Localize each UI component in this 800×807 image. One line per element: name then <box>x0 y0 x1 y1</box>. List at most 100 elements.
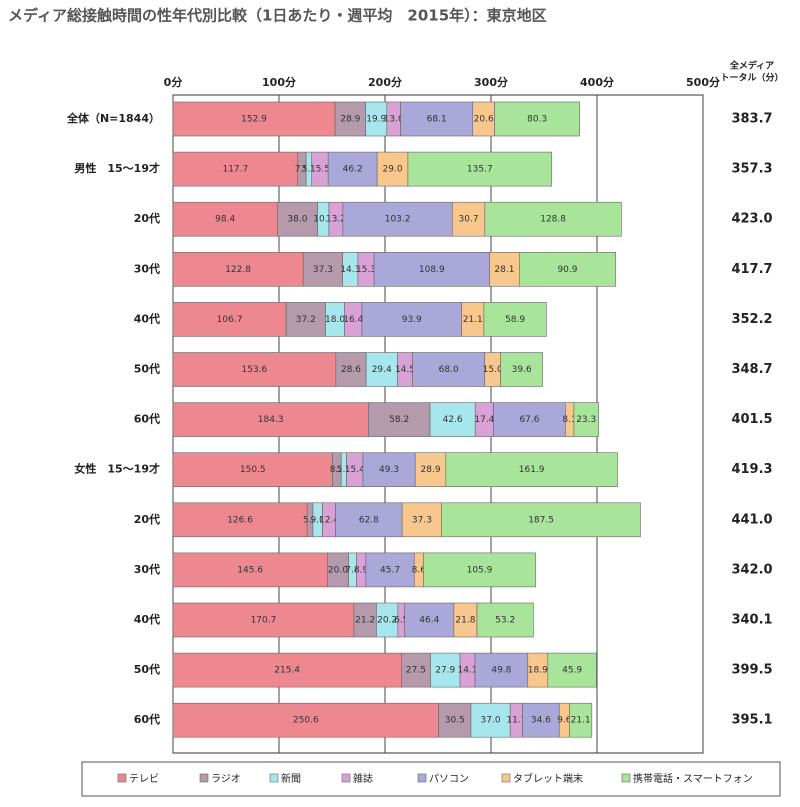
bar-segment <box>401 502 443 538</box>
bar-segment <box>429 402 476 437</box>
bar-segment <box>489 252 520 287</box>
value-label: 68.1 <box>427 115 447 125</box>
value-label: 5.1 <box>337 465 351 475</box>
value-label: 9.6 <box>557 716 572 726</box>
value-label: 117.7 <box>222 165 248 175</box>
legend-frame <box>81 761 781 797</box>
total-label: 417.7 <box>731 262 772 277</box>
y-tick-label: 60代 <box>134 712 160 726</box>
bar-segment <box>522 702 560 738</box>
y-tick-label: 男性 15～19才 <box>74 161 160 175</box>
bar-segment <box>500 352 543 387</box>
bar-segment <box>277 201 318 237</box>
value-label: 68.0 <box>439 365 459 375</box>
y-tick-label: 20代 <box>134 211 160 225</box>
bar-segment <box>412 352 486 387</box>
legend-swatch <box>341 773 351 783</box>
value-label: 15.4 <box>345 465 365 475</box>
value-label: 106.7 <box>217 315 243 325</box>
bar-segment <box>172 352 337 387</box>
total-label: 401.5 <box>731 412 772 427</box>
total-label: 395.1 <box>731 713 772 728</box>
bar-segment <box>519 252 616 287</box>
value-label: 9.0 <box>311 515 326 525</box>
value-label: 7.9 <box>295 165 310 175</box>
value-label: 5.4 <box>303 515 318 525</box>
value-label: 21.2 <box>355 616 375 626</box>
value-label: 128.8 <box>540 215 566 225</box>
value-label: 28.9 <box>421 465 441 475</box>
value-label: 8.2 <box>330 465 344 475</box>
bar-segment <box>172 552 328 588</box>
value-label: 58.9 <box>505 315 525 325</box>
total-label: 399.5 <box>731 663 772 678</box>
value-label: 20.0 <box>328 565 348 575</box>
bar-segment <box>474 652 529 688</box>
bar-segment <box>362 452 416 488</box>
y-tick-label: 50代 <box>134 662 160 676</box>
bar-segment <box>365 552 415 588</box>
value-label: 8.6 <box>412 565 427 575</box>
x-tick-label: 0分 <box>164 75 183 89</box>
legend-swatch <box>117 773 127 783</box>
value-label: 103.2 <box>385 215 411 225</box>
bar-segment <box>172 402 369 437</box>
value-label: 14.1 <box>457 666 477 676</box>
value-label: 21.8 <box>455 616 475 626</box>
value-label: 108.9 <box>419 265 445 275</box>
value-label: 42.6 <box>443 415 463 425</box>
legend-swatch <box>269 773 279 783</box>
bar-segment <box>172 151 299 187</box>
value-label: 45.9 <box>562 666 582 676</box>
value-label: 10.7 <box>313 215 333 225</box>
bar-segment <box>573 402 599 437</box>
y-tick-label: 全体（N=1844） <box>66 111 160 125</box>
value-label: 53.2 <box>495 616 515 626</box>
bar-segment <box>373 252 490 287</box>
bar-segment <box>430 652 461 688</box>
value-label: 11.7 <box>506 716 526 726</box>
legend-swatch <box>417 773 427 783</box>
value-label: 30.5 <box>445 716 465 726</box>
value-label: 187.5 <box>528 515 554 525</box>
value-label: 39.6 <box>512 365 532 375</box>
value-label: 45.7 <box>380 565 400 575</box>
value-label: 17.4 <box>474 415 494 425</box>
legend-swatch <box>501 773 511 783</box>
bar-segment <box>172 201 278 237</box>
value-label: 14.3 <box>340 265 360 275</box>
bar-segment <box>414 452 447 488</box>
value-label: 8.1 <box>562 415 576 425</box>
y-tick-label: 50代 <box>134 362 160 376</box>
value-label: 15.0 <box>483 365 503 375</box>
x-tick-label: 400分 <box>580 75 614 89</box>
value-label: 49.8 <box>491 666 511 676</box>
value-label: 15.3 <box>356 265 376 275</box>
value-label: 93.9 <box>402 315 422 325</box>
legend-label: 携帯電話・スマートフォン <box>633 772 753 785</box>
value-label: 152.9 <box>241 115 267 125</box>
value-label: 18.9 <box>528 666 548 676</box>
y-tick-label: 20代 <box>134 512 160 526</box>
value-label: 37.2 <box>296 315 316 325</box>
value-label: 250.6 <box>293 716 319 726</box>
bar-segment <box>483 302 547 337</box>
y-tick-label: 女性 15～19才 <box>74 462 160 476</box>
total-label: 357.3 <box>731 162 772 177</box>
bar-segment <box>342 201 453 237</box>
value-label: 37.3 <box>412 515 432 525</box>
y-tick-label: 40代 <box>134 311 160 325</box>
value-label: 37.3 <box>313 265 333 275</box>
bar-segment <box>547 652 597 688</box>
bar-segment <box>494 101 581 137</box>
totals-title: トータル（分） <box>720 72 783 84</box>
x-tick-label: 500分 <box>686 75 720 89</box>
bar-segment <box>172 101 336 137</box>
bar-segment <box>172 652 402 688</box>
legend-label: タブレット端末 <box>513 772 583 785</box>
legend-label: パソコン <box>429 773 469 785</box>
value-label: 58.2 <box>389 415 409 425</box>
value-label: 46.2 <box>343 165 363 175</box>
bar-segment <box>493 402 566 437</box>
